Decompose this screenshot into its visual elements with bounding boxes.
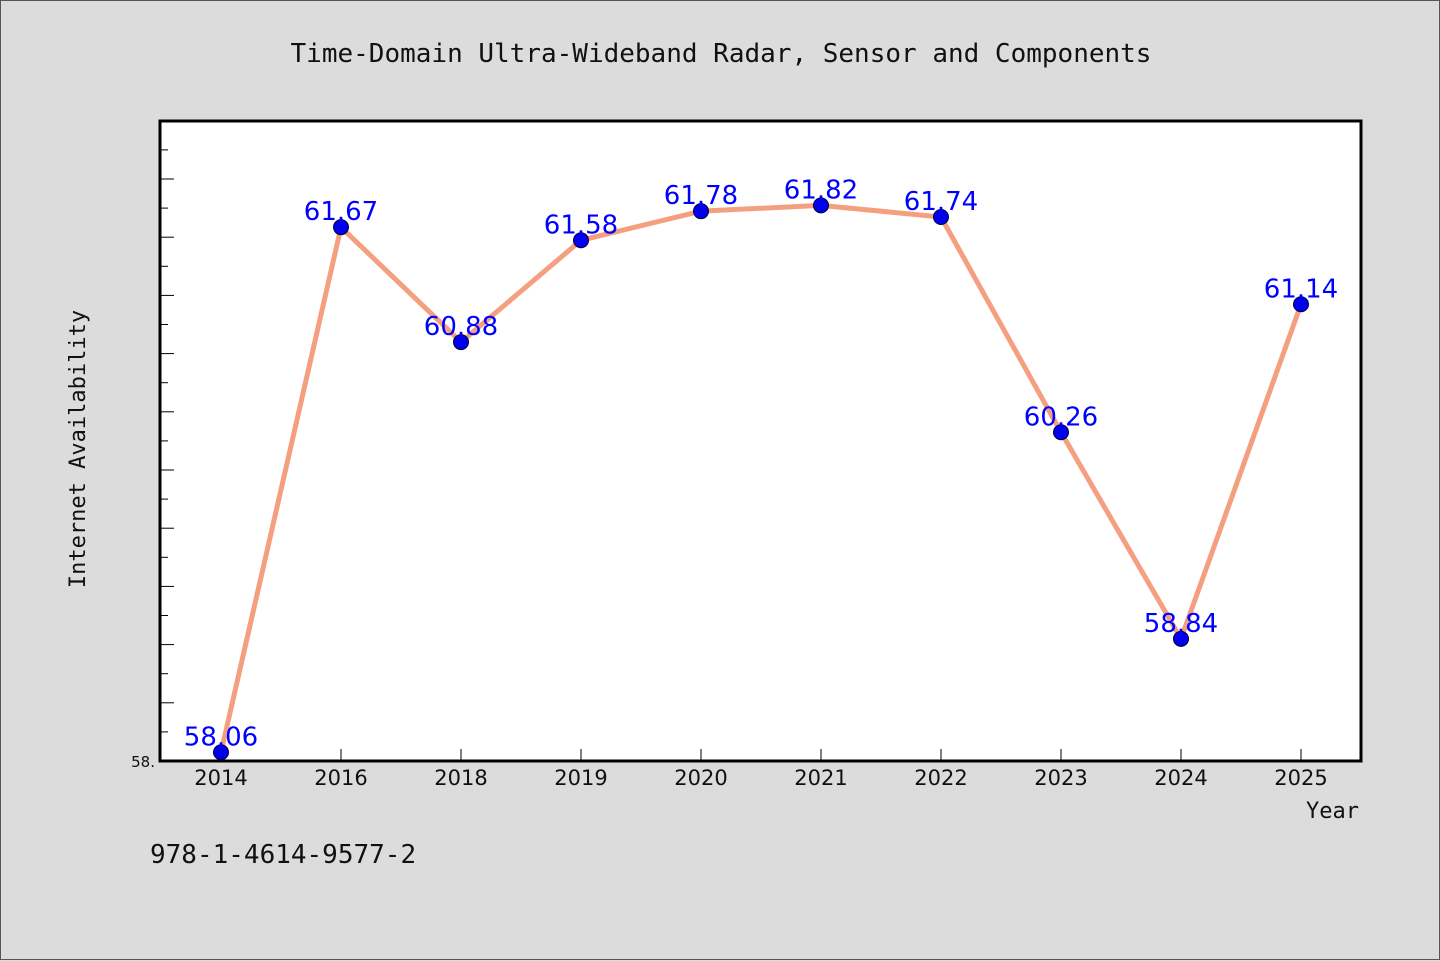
x-tick-label: 2016 (314, 766, 367, 790)
data-label: 58.06 (184, 722, 258, 752)
y-tick-label: 58. (131, 753, 155, 771)
data-point (1173, 630, 1189, 647)
x-tick-label: 2020 (674, 766, 727, 790)
plot-area (158, 119, 1363, 763)
data-label: 60.26 (1024, 402, 1098, 432)
y-axis-ticks (160, 149, 174, 762)
data-point (1053, 424, 1069, 441)
x-tick-label: 2018 (434, 766, 487, 790)
x-tick-label: 2019 (554, 766, 607, 790)
x-axis-label: Year (1306, 799, 1359, 824)
data-point (813, 197, 829, 214)
y-axis-label: Internet Availability (66, 310, 91, 588)
chart-title: Time-Domain Ultra-Wideband Radar, Sensor… (291, 39, 1152, 69)
data-label: 60.88 (424, 312, 498, 342)
data-label: 58.84 (1144, 609, 1218, 639)
data-label: 61.78 (664, 181, 738, 211)
data-point (1293, 296, 1309, 313)
x-tick-label: 2021 (794, 766, 847, 790)
series-line (218, 202, 1304, 753)
x-tick-label: 2023 (1034, 766, 1087, 790)
series-group: 58.06 61.67 60.88 61.58 61.78 61.82 61.74 60.26… (184, 175, 1338, 761)
x-tick-label: 2024 (1154, 766, 1207, 790)
data-label: 61.74 (904, 187, 978, 217)
x-tick-label: 2014 (194, 766, 247, 790)
data-label: 61.82 (784, 175, 858, 205)
data-point (573, 232, 589, 249)
data-point (333, 219, 349, 236)
data-point (693, 203, 709, 220)
x-tick-label: 2022 (914, 766, 967, 790)
footer-code: 978-1-4614-9577-2 (150, 840, 416, 870)
data-label: 61.58 (544, 210, 618, 240)
data-point (213, 744, 229, 761)
data-label: 61.67 (304, 197, 378, 227)
x-axis-ticks: 2014 2016 2018 2019 2020 2021 2022 2023 2024 2025 (194, 749, 1328, 790)
data-point (453, 334, 469, 351)
data-point (933, 209, 949, 225)
data-label: 61.14 (1264, 274, 1338, 304)
x-tick-label: 2025 (1274, 766, 1327, 790)
